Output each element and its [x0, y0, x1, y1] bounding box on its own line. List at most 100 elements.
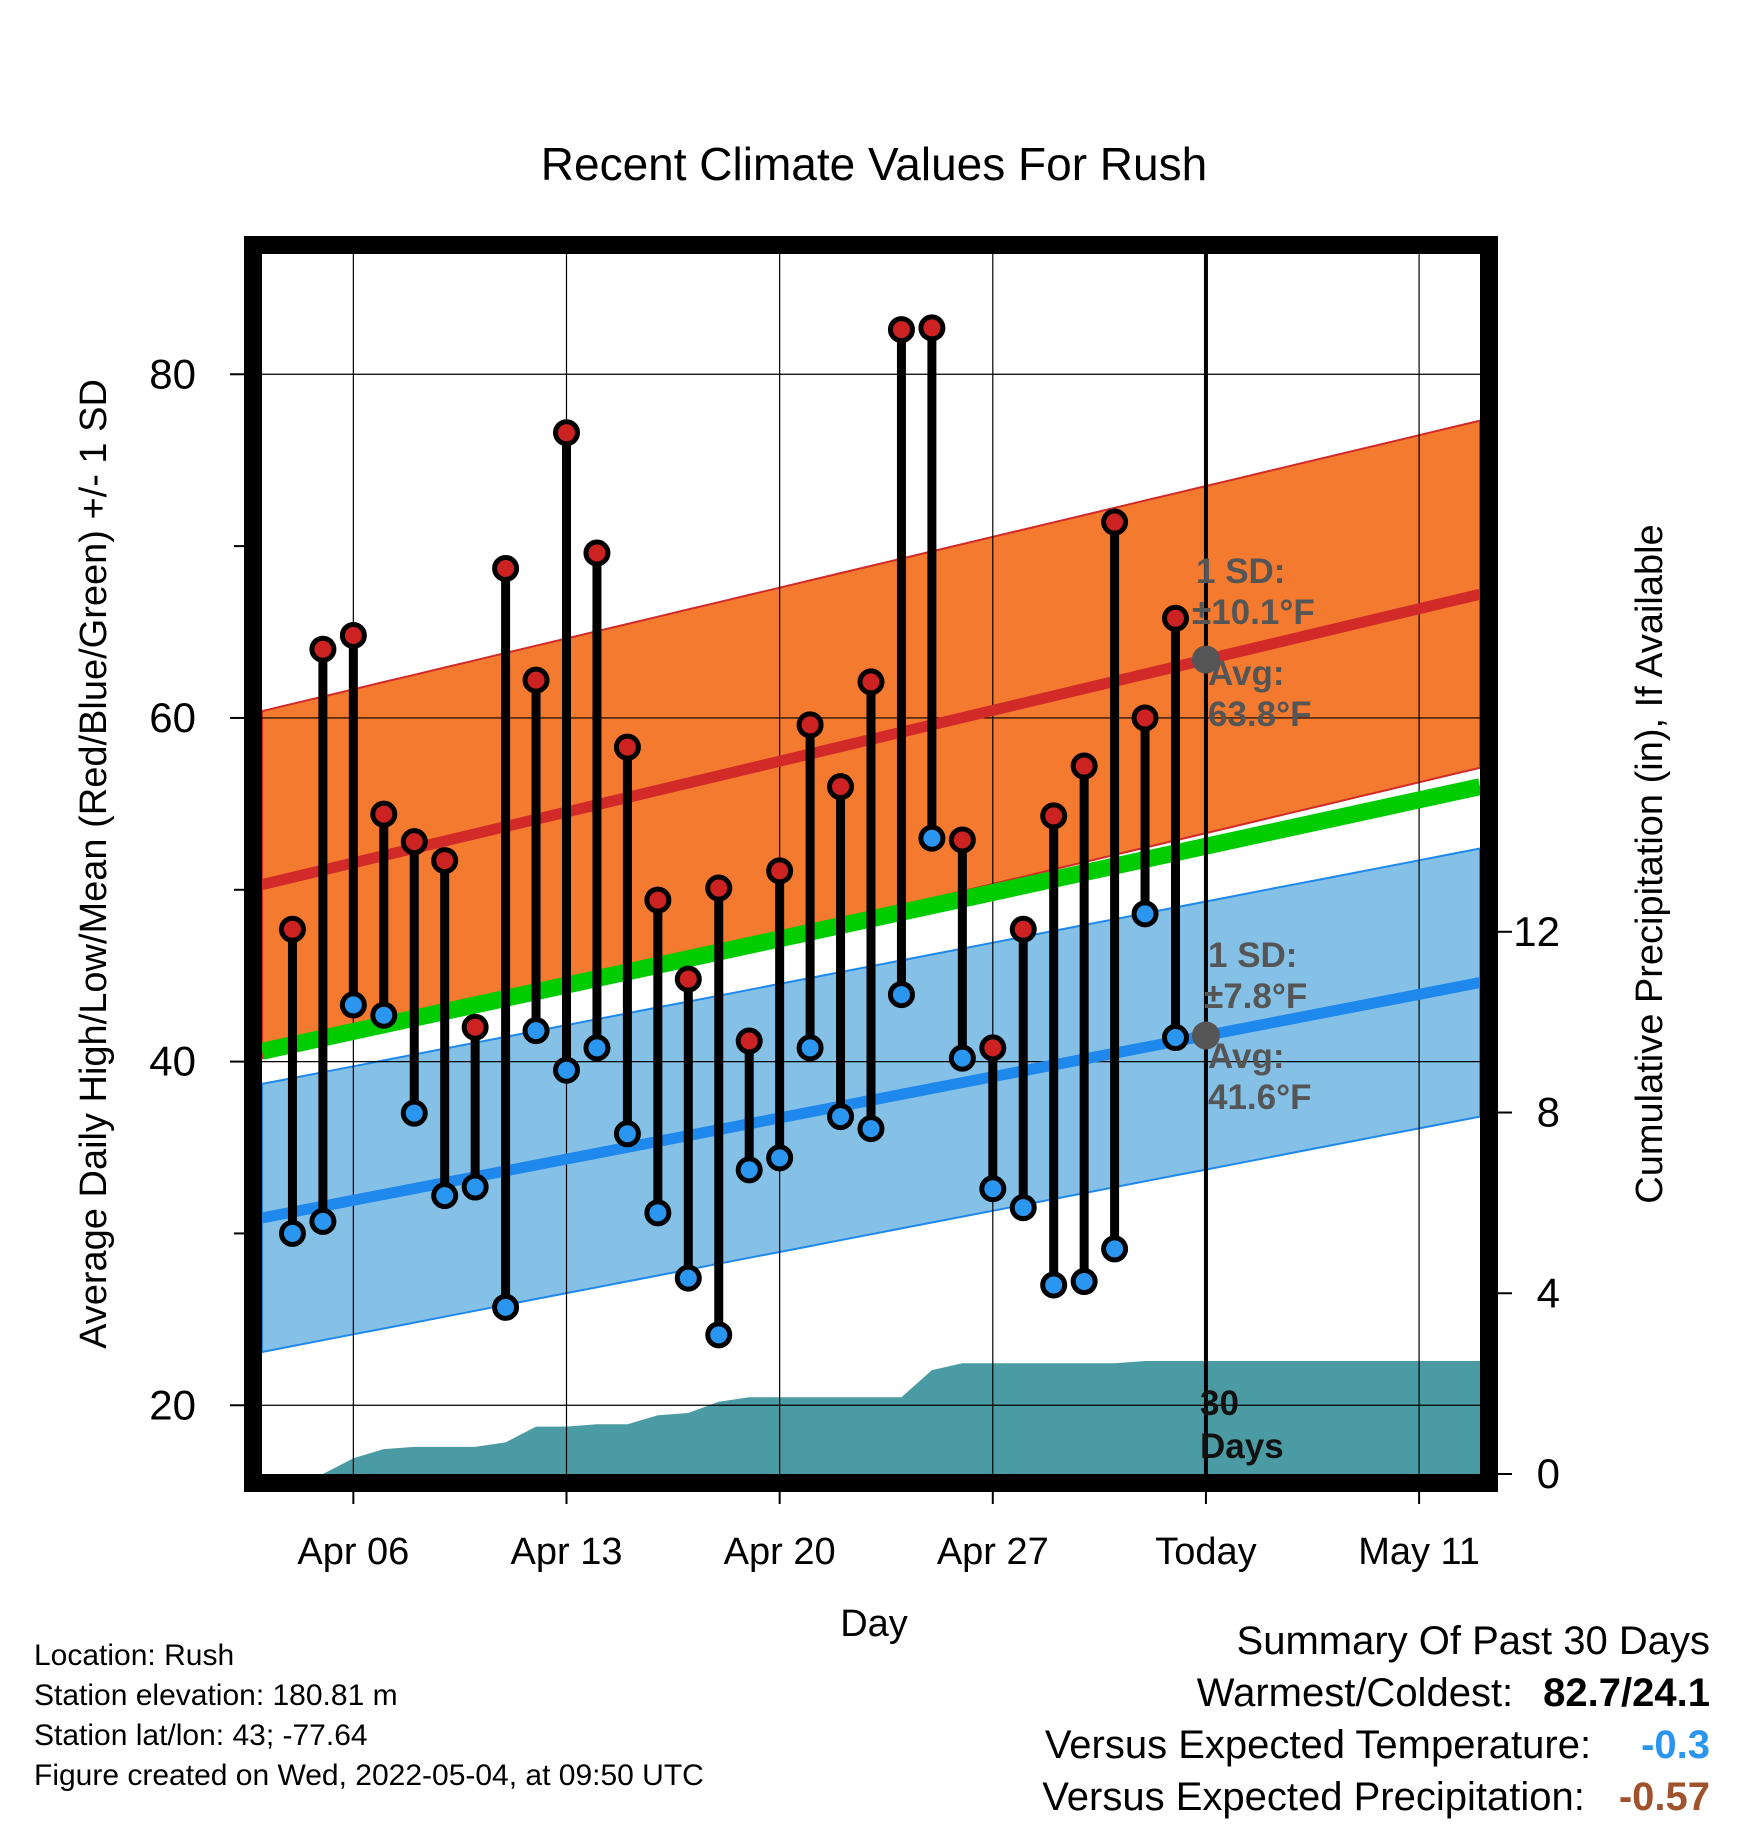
high-point	[857, 668, 885, 696]
y-tick-label: 80	[149, 350, 196, 397]
high-point	[339, 621, 367, 649]
summary-title: Summary Of Past 30 Days	[1236, 1619, 1710, 1663]
high-point	[461, 1013, 489, 1041]
low-point	[492, 1293, 520, 1321]
x-tick-label: Apr 13	[511, 1531, 623, 1573]
high-point	[1009, 915, 1037, 943]
low-sd-label: 1 SD:	[1208, 936, 1297, 975]
created-text: Figure created on Wed, 2022-05-04, at 09…	[34, 1759, 704, 1792]
temp-label: Versus Expected Temperature:	[1044, 1723, 1592, 1767]
elevation-text: Station elevation: 180.81 m	[34, 1679, 398, 1712]
precip-area	[262, 1361, 1480, 1474]
high-point	[522, 666, 550, 694]
x-tick-label: Apr 20	[724, 1531, 836, 1573]
low-point	[827, 1103, 855, 1131]
low-point	[705, 1321, 733, 1349]
temp-value: -0.3	[1641, 1723, 1710, 1767]
high-point	[370, 800, 398, 828]
high-avg-label: Avg:	[1208, 654, 1284, 693]
low-point	[1101, 1235, 1129, 1263]
high-point	[674, 965, 702, 993]
low-point	[979, 1175, 1007, 1203]
high-point	[1162, 604, 1189, 632]
high-point	[309, 635, 337, 663]
low-point	[1040, 1271, 1068, 1299]
low-point	[522, 1017, 550, 1045]
x-tick-label: May 11	[1358, 1531, 1480, 1573]
low-point	[553, 1056, 580, 1084]
high-point	[887, 316, 915, 344]
days-word-label: Days	[1200, 1427, 1284, 1466]
low-sd-value: ±7.8°F	[1204, 977, 1307, 1016]
chart-title: Recent Climate Values For Rush	[541, 138, 1207, 190]
y2-tick-label: 0	[1537, 1450, 1560, 1497]
high-point	[1070, 752, 1098, 780]
high-point	[827, 773, 855, 801]
low-point	[796, 1034, 824, 1062]
low-point	[918, 824, 946, 852]
low-point	[1070, 1268, 1098, 1296]
high-point	[735, 1027, 763, 1055]
low-point	[309, 1207, 337, 1235]
y-tick-label: 40	[149, 1038, 196, 1085]
x-tick-label: Apr 27	[937, 1531, 1049, 1573]
high-point	[278, 915, 306, 943]
x-tick-label: Apr 06	[297, 1531, 409, 1573]
high-point	[1131, 704, 1159, 732]
x-tick-label: Today	[1155, 1531, 1256, 1573]
low-point	[400, 1099, 428, 1127]
precip-value: -0.57	[1618, 1775, 1710, 1819]
low-avg-label: Avg:	[1208, 1037, 1284, 1076]
low-point	[613, 1120, 641, 1148]
warmest-coldest-value: 82.7/24.1	[1543, 1671, 1710, 1715]
low-point	[887, 981, 915, 1009]
y2-tick-label: 12	[1513, 908, 1560, 955]
y-tick-label: 60	[149, 694, 196, 741]
plot-frame	[244, 236, 1498, 1492]
high-point	[644, 886, 672, 914]
low-point	[644, 1199, 672, 1227]
low-point	[674, 1264, 702, 1292]
summary-warmest-row: Warmest/Coldest: 82.7/24.1	[1197, 1668, 1710, 1718]
today-high-avg-point	[1191, 645, 1220, 674]
low-point	[278, 1219, 306, 1247]
low-point	[766, 1144, 794, 1172]
y-axis-label: Average Daily High/Low/Mean (Red/Blue/Gr…	[73, 379, 115, 1349]
high-point	[918, 314, 946, 342]
y2-tick-label: 4	[1537, 1269, 1560, 1316]
high-sd-value: ±10.1°F	[1192, 593, 1315, 632]
warmest-coldest-label: Warmest/Coldest:	[1196, 1671, 1514, 1715]
high-point	[583, 539, 611, 567]
high-point	[766, 857, 794, 885]
low-point	[339, 991, 367, 1019]
low-point	[583, 1034, 611, 1062]
latlon-text: Station lat/lon: 43; -77.64	[34, 1719, 368, 1752]
low-point	[431, 1182, 459, 1210]
low-point	[857, 1115, 885, 1143]
high-avg-value: 63.8°F	[1208, 695, 1312, 734]
low-point	[1131, 900, 1159, 928]
y2-tick-label: 8	[1537, 1089, 1560, 1136]
plot-area	[262, 254, 1480, 1474]
low-point	[370, 1001, 398, 1029]
summary-precip-row: Versus Expected Precipitation: -0.57	[1042, 1772, 1710, 1822]
low-avg-value: 41.6°F	[1208, 1078, 1312, 1117]
high-point	[796, 711, 824, 739]
low-point	[1162, 1024, 1189, 1052]
high-point	[948, 826, 976, 854]
low-point	[735, 1156, 763, 1184]
high-point	[979, 1034, 1007, 1062]
high-sd-label: 1 SD:	[1196, 552, 1285, 591]
y-tick-label: 20	[149, 1381, 196, 1428]
high-point	[705, 874, 733, 902]
high-point	[492, 554, 520, 582]
x-axis-label: Day	[840, 1603, 908, 1645]
high-point	[1040, 802, 1068, 830]
high-point	[553, 419, 580, 447]
y2-axis-label: Cumulative Precipitation (in), If Availa…	[1629, 524, 1671, 1203]
days-count-label: 30	[1200, 1384, 1239, 1423]
today-low-avg-point	[1191, 1021, 1220, 1050]
high-point	[1101, 508, 1129, 536]
